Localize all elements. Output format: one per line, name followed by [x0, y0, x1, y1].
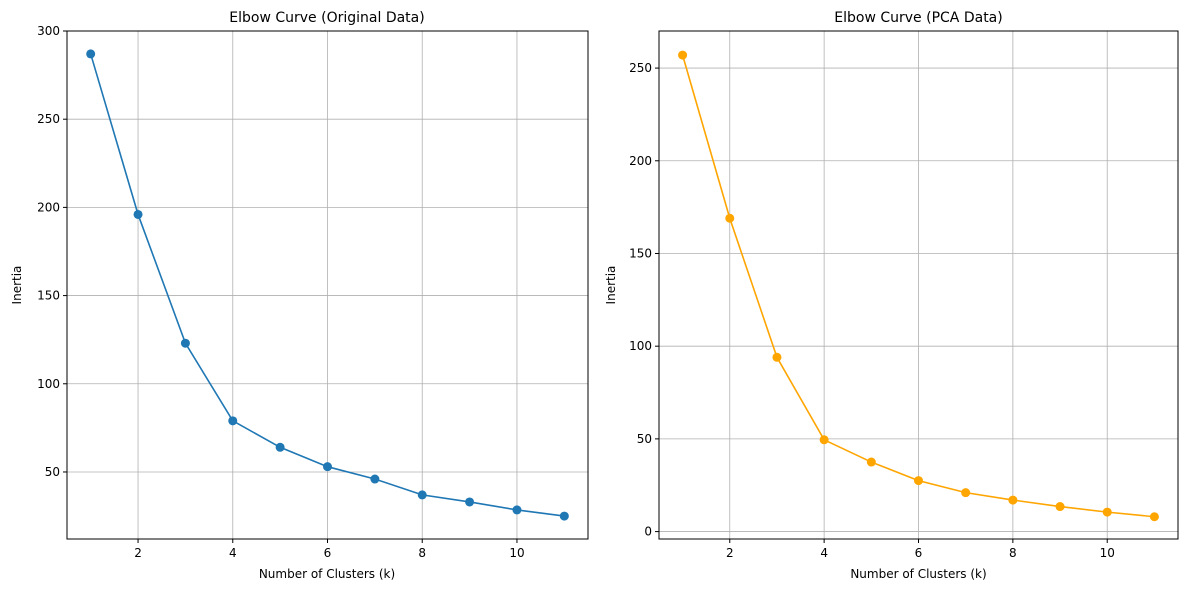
y-axis-label: Inertia	[604, 266, 618, 305]
x-axis-label: Number of Clusters (k)	[259, 567, 395, 581]
data-point	[370, 474, 380, 484]
data-point	[228, 416, 238, 426]
chart-title: Elbow Curve (PCA Data)	[834, 10, 1002, 26]
x-axis-label: Number of Clusters (k)	[850, 567, 986, 581]
x-tick-label: 8	[418, 546, 426, 560]
data-point	[559, 511, 569, 521]
x-tick-label: 2	[134, 546, 142, 560]
y-tick-label: 300	[37, 24, 60, 38]
data-point	[465, 497, 475, 507]
data-point	[180, 338, 190, 348]
y-tick-label: 150	[629, 246, 652, 260]
data-point	[678, 50, 688, 60]
data-point	[914, 476, 923, 486]
y-tick-label: 200	[629, 154, 652, 168]
y-tick-label: 100	[629, 339, 652, 353]
x-tick-label: 6	[915, 546, 923, 560]
data-point	[961, 488, 971, 498]
x-tick-label: 10	[1100, 546, 1115, 560]
data-point	[1102, 507, 1112, 517]
y-tick-label: 100	[37, 377, 60, 391]
data-point	[512, 505, 522, 515]
y-tick-label: 50	[637, 432, 652, 446]
data-point	[323, 462, 332, 472]
data-point	[275, 442, 285, 452]
data-point	[866, 457, 876, 467]
data-point	[86, 49, 96, 59]
y-tick-label: 250	[629, 61, 652, 75]
series	[86, 49, 569, 521]
x-tick-label: 6	[324, 546, 332, 560]
x-tick-label: 4	[229, 546, 237, 560]
data-point	[133, 209, 143, 219]
y-tick-label: 50	[45, 465, 60, 479]
chart-title: Elbow Curve (Original Data)	[229, 10, 424, 26]
y-axis-label: Inertia	[10, 266, 24, 305]
x-tick-label: 2	[726, 546, 734, 560]
chart-original-data: Elbow Curve (Original Data) Number of Cl…	[10, 10, 589, 581]
data-point	[1149, 512, 1159, 522]
grid	[659, 31, 1178, 539]
data-point	[772, 352, 782, 362]
y-tick-label: 0	[644, 525, 652, 539]
data-point	[1008, 495, 1018, 505]
data-point	[725, 213, 735, 223]
series	[678, 50, 1159, 522]
x-tick-label: 4	[820, 546, 828, 560]
x-tick-label: 10	[509, 546, 524, 560]
data-point	[819, 435, 829, 445]
y-tick-label: 150	[37, 289, 60, 303]
data-point	[417, 490, 427, 500]
chart-pca-data: Elbow Curve (PCA Data) Number of Cluster…	[604, 10, 1179, 581]
y-tick-label: 200	[37, 200, 60, 214]
x-tick-label: 8	[1009, 546, 1017, 560]
y-tick-label: 250	[37, 112, 60, 126]
data-point	[1055, 502, 1065, 512]
